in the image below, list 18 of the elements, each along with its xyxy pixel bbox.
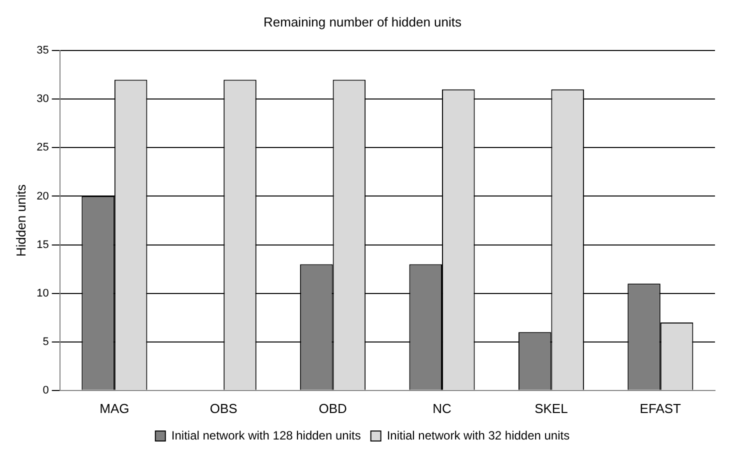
x-tick-label: NC (432, 400, 452, 416)
x-tick-label: EFAST (640, 400, 682, 416)
y-tick-label: 15 (36, 238, 49, 251)
y-tick-label: 25 (36, 142, 49, 154)
y-tick-label: 20 (36, 190, 49, 202)
y-tick-label: 10 (36, 287, 49, 300)
y-tick-label: 30 (36, 93, 49, 106)
legend-label: Initial network with 128 hidden units (171, 428, 361, 442)
x-tick-label: OBS (210, 400, 238, 416)
x-tick-label: OBD (318, 400, 347, 416)
y-tick-label: 0 (42, 384, 49, 396)
x-tick-label: MAG (100, 400, 130, 416)
y-tick-label: 5 (42, 336, 49, 348)
x-tick-label: SKEL (534, 400, 568, 416)
y-axis-title: Hidden units (13, 184, 28, 257)
legend-label: Initial network with 32 hidden units (386, 428, 570, 442)
y-tick-label: 35 (36, 44, 49, 57)
chart-title: Remaining number of hidden units (263, 14, 462, 30)
